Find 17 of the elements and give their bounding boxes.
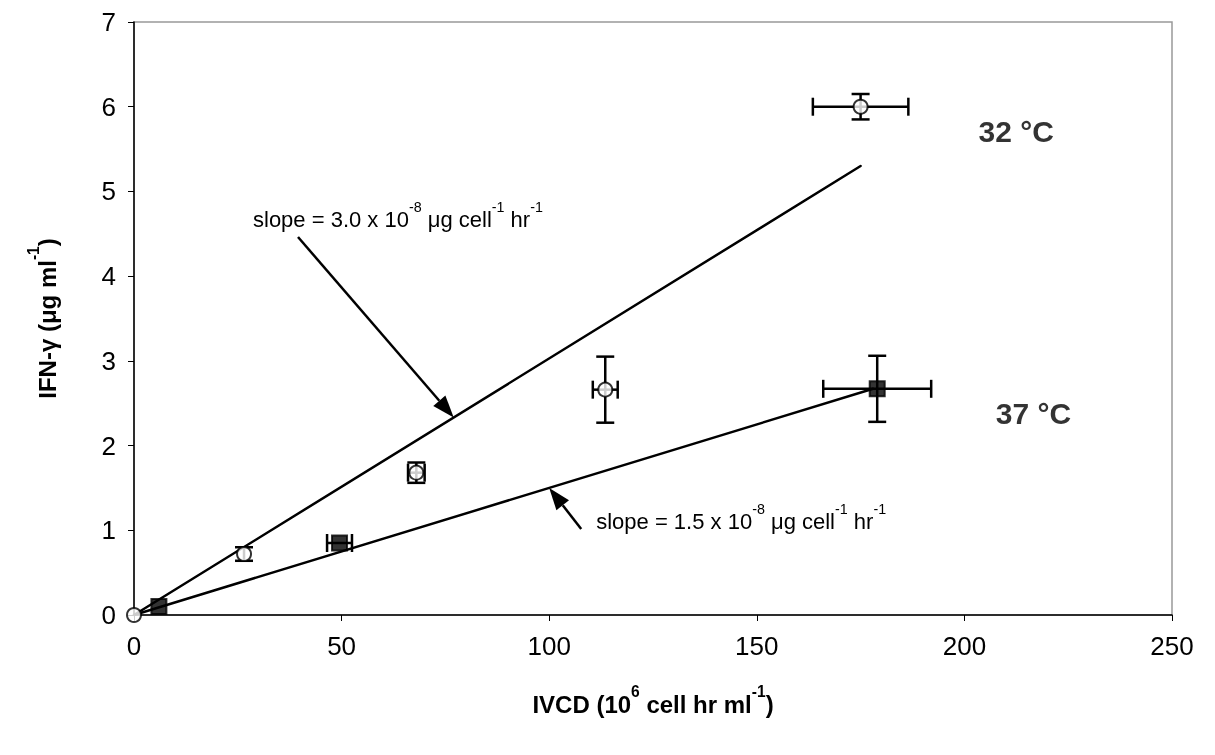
- y-tick-label: 3: [101, 345, 116, 376]
- y-tick-label: 0: [101, 600, 116, 630]
- x-tick-label: 100: [527, 631, 571, 661]
- text: 37 °C: [995, 397, 1072, 431]
- x-tick-label: 250: [1150, 631, 1194, 661]
- text: 32 °C: [978, 115, 1054, 149]
- y-tick-label: 6: [101, 91, 116, 122]
- x-tick-label: 200: [942, 631, 987, 661]
- y-axis-title: IFN-γ (μg ml-1): [24, 238, 61, 399]
- x-tick-label: 50: [327, 631, 357, 661]
- x-tick-label: 0: [126, 631, 142, 661]
- y-tick-label: 7: [101, 7, 116, 37]
- x-tick-label: 150: [735, 631, 779, 661]
- y-tick-label: 4: [101, 261, 116, 292]
- y-tick-label: 1: [101, 515, 116, 546]
- y-tick-label: 2: [101, 430, 116, 461]
- y-tick-label: 5: [101, 176, 116, 207]
